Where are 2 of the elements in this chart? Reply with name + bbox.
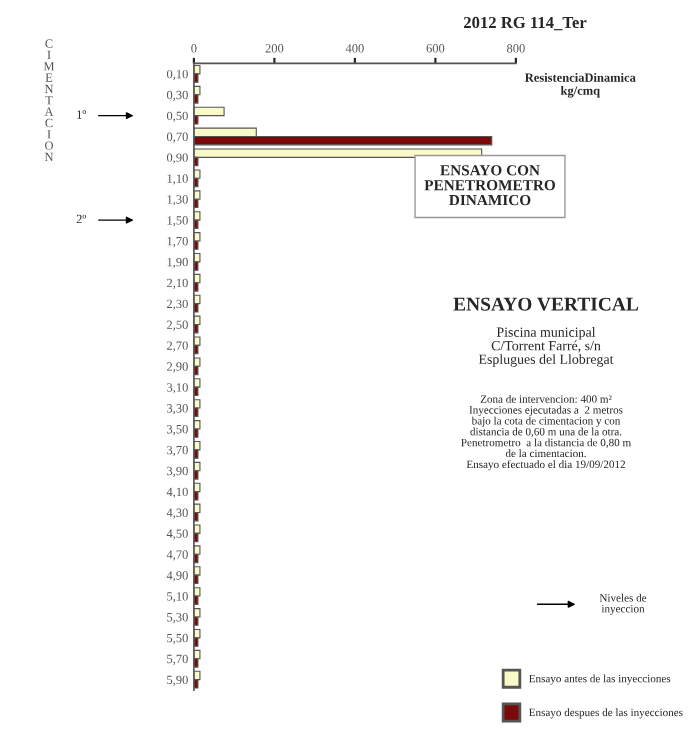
- chart-title: 2012 RG 114_Ter: [463, 16, 587, 31]
- annotation: ENSAYO VERTICAL: [453, 297, 639, 311]
